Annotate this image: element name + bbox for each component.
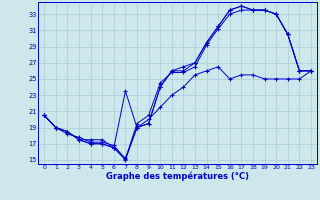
X-axis label: Graphe des températures (°C): Graphe des températures (°C) <box>106 172 249 181</box>
